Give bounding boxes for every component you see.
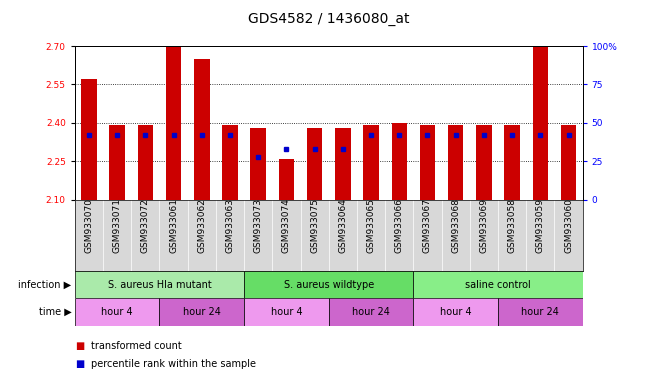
Text: GDS4582 / 1436080_at: GDS4582 / 1436080_at <box>248 12 409 25</box>
Bar <box>244 271 413 298</box>
Bar <box>413 298 498 326</box>
Bar <box>75 298 159 326</box>
Text: hour 4: hour 4 <box>102 307 133 317</box>
Bar <box>137 126 153 200</box>
Bar <box>194 59 210 200</box>
Text: saline control: saline control <box>465 280 531 290</box>
Text: S. aureus Hla mutant: S. aureus Hla mutant <box>107 280 212 290</box>
Bar <box>75 271 244 298</box>
Bar <box>251 128 266 200</box>
Bar <box>561 126 576 200</box>
Text: hour 4: hour 4 <box>440 307 471 317</box>
Bar <box>363 126 379 200</box>
Bar <box>420 126 436 200</box>
Bar <box>476 126 492 200</box>
Text: ■: ■ <box>75 341 84 351</box>
Bar <box>448 126 464 200</box>
Text: infection ▶: infection ▶ <box>18 280 72 290</box>
Bar <box>329 298 413 326</box>
Bar <box>335 128 351 200</box>
Bar <box>533 46 548 200</box>
Bar <box>279 159 294 200</box>
Text: hour 4: hour 4 <box>271 307 302 317</box>
Text: hour 24: hour 24 <box>521 307 559 317</box>
Bar <box>109 126 125 200</box>
Bar <box>307 128 322 200</box>
Text: ■: ■ <box>75 359 84 369</box>
Bar <box>244 298 329 326</box>
Text: transformed count: transformed count <box>91 341 182 351</box>
Bar <box>222 126 238 200</box>
Bar <box>159 298 244 326</box>
Bar <box>413 271 583 298</box>
Text: percentile rank within the sample: percentile rank within the sample <box>91 359 256 369</box>
Bar <box>391 123 407 200</box>
Bar <box>81 79 97 200</box>
Bar <box>498 298 583 326</box>
Text: hour 24: hour 24 <box>183 307 221 317</box>
Text: hour 24: hour 24 <box>352 307 390 317</box>
Bar <box>166 46 182 200</box>
Text: time ▶: time ▶ <box>39 307 72 317</box>
Bar <box>505 126 520 200</box>
Text: S. aureus wildtype: S. aureus wildtype <box>284 280 374 290</box>
